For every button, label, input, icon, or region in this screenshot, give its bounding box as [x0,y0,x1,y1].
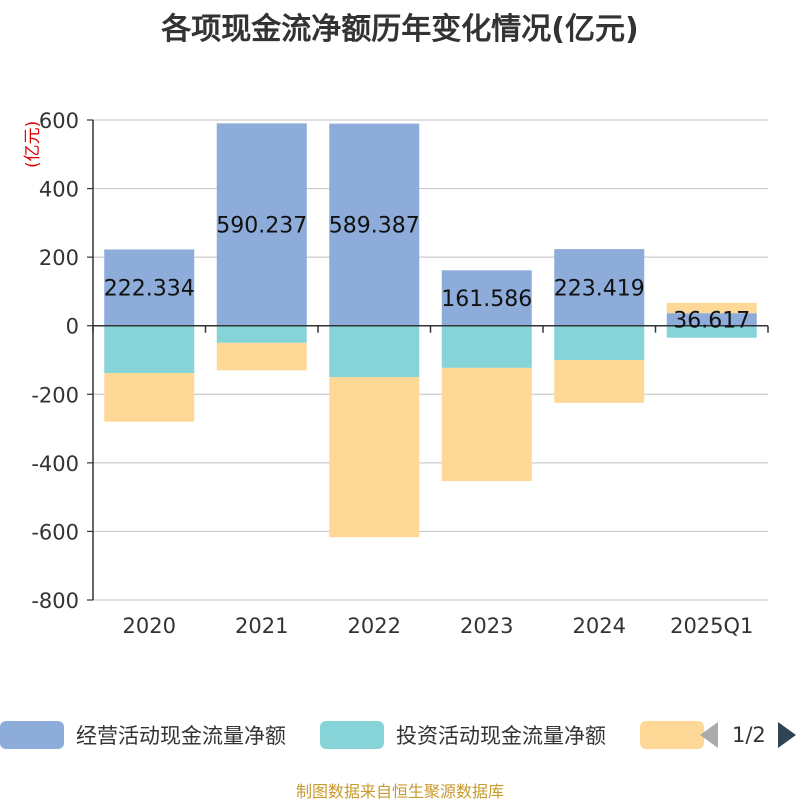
source-footer: 制图数据来自恒生聚源数据库 [295,782,504,801]
x-tick-label: 2024 [573,614,626,638]
x-tick-label: 2025Q1 [670,614,753,638]
chart-title: 各项现金流净额历年变化情况(亿元) [161,12,639,47]
y-tick-label: -400 [31,452,79,476]
legend-label-investing: 投资活动现金流量净额 [396,724,606,748]
bar-operating-2024 [554,249,645,326]
bar-financing-2021 [216,342,307,371]
legend-item-investing[interactable]: 投资活动现金流量净额 [320,715,606,755]
bar-operating-2021 [216,123,307,326]
bar-operating-2020 [104,249,195,326]
data-label-2024: 223.419 [554,276,645,301]
y-tick-label: -200 [31,383,79,407]
data-label-2022: 589.387 [329,214,420,239]
bar-operating-2022 [329,123,420,326]
y-tick-label: 0 [66,315,79,339]
bar-financing-2025Q1 [666,302,757,314]
legend-swatch-investing [320,721,384,749]
bar-investing-2023 [441,325,532,368]
legend-pager: 1/2 [700,715,796,755]
bar-investing-2020 [104,325,195,374]
bar-investing-2021 [216,325,307,343]
y-tick-label: 400 [39,178,79,202]
bar-financing-2023 [441,367,532,482]
x-tick-label: 2020 [123,614,176,638]
y-unit-label: (亿元) [23,121,43,168]
pager-next-icon[interactable] [777,722,796,748]
legend-item-financing[interactable] [640,715,704,755]
y-tick-label: -600 [31,520,79,544]
y-tick-label: -800 [31,589,79,613]
legend-swatch-operating [0,721,64,749]
pager-indicator: 1/2 [732,723,766,747]
legend-item-operating[interactable]: 经营活动现金流量净额 [0,715,286,755]
data-label-2025Q1: 36.617 [673,308,750,333]
data-label-2023: 161.586 [441,287,532,312]
bar-financing-2024 [554,360,645,403]
bar-investing-2025Q1 [666,325,757,338]
bar-operating-2023 [441,270,532,326]
chart-area: 600 400 200 0 -200 -400 -600 -800 (亿元) 222.334 590… [23,109,769,638]
x-tick-label: 2023 [460,614,513,638]
bar-investing-2024 [554,325,645,360]
y-tick-label: 600 [39,109,79,133]
legend-swatch-financing [640,721,704,749]
x-tick-label: 2022 [348,614,401,638]
legend: 经营活动现金流量净额 投资活动现金流量净额 [0,715,800,755]
data-label-2020: 222.334 [104,277,195,302]
pager-prev-icon[interactable] [700,722,718,748]
y-tick-label: 200 [39,246,79,270]
bar-operating-2025Q1 [666,313,757,326]
bar-financing-2020 [104,373,195,422]
legend-label-operating: 经营活动现金流量净额 [76,724,286,748]
x-tick-label: 2021 [235,614,288,638]
bar-investing-2022 [329,325,420,378]
data-label-2021: 590.237 [216,214,307,239]
bar-financing-2022 [329,377,420,538]
